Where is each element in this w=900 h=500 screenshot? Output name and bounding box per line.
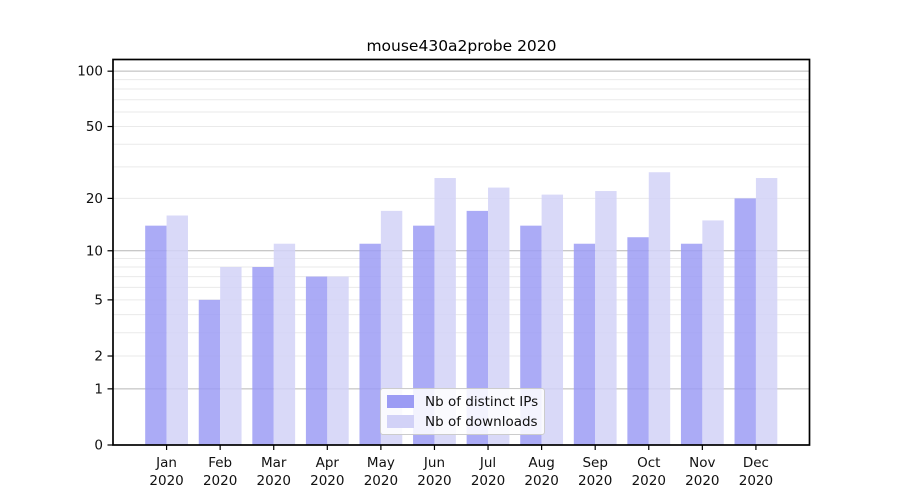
- bar-distinct-ips-nov: [680, 243, 703, 445]
- bar-downloads-mar: [273, 243, 296, 445]
- y-tick-label: 10: [86, 243, 103, 259]
- y-tick-label: 5: [94, 292, 103, 308]
- bar-distinct-ips-oct: [627, 237, 649, 445]
- x-tick-label-month: Oct: [637, 455, 660, 471]
- y-tick-label: 100: [77, 64, 103, 80]
- legend-swatch-distinct-ips: [387, 395, 414, 408]
- bar-downloads-feb: [220, 267, 242, 445]
- bar-downloads-dec: [755, 178, 778, 445]
- bar-distinct-ips-dec: [734, 198, 756, 445]
- x-tick-label-year: 2020: [524, 473, 558, 489]
- bar-distinct-ips-mar: [252, 267, 274, 445]
- x-tick-label-year: 2020: [364, 473, 398, 489]
- x-tick-label-year: 2020: [471, 473, 505, 489]
- x-tick-label-year: 2020: [149, 473, 183, 489]
- y-tick-label: 1: [94, 381, 103, 397]
- legend-row-distinct-ips: Nb of distinct IPs: [387, 394, 538, 410]
- x-tick-label-month: Jan: [155, 455, 177, 471]
- legend-label-downloads: Nb of downloads: [425, 413, 538, 430]
- bar-downloads-may: [380, 210, 403, 445]
- bar-downloads-jan: [166, 215, 188, 445]
- y-tick-label: 20: [86, 191, 103, 207]
- x-tick-label-month: Dec: [743, 455, 769, 471]
- bar-downloads-aug: [541, 194, 564, 445]
- x-tick-label-month: Aug: [528, 455, 554, 471]
- bar-distinct-ips-feb: [198, 299, 221, 445]
- bar-downloads-apr: [327, 276, 349, 445]
- x-tick-label-year: 2020: [417, 473, 451, 489]
- plot-border: [112, 58, 811, 446]
- legend-swatch-downloads: [387, 415, 414, 428]
- x-tick-label-month: Apr: [316, 455, 340, 471]
- bar-distinct-ips-may: [359, 243, 381, 445]
- bar-downloads-oct: [648, 172, 671, 446]
- legend: Nb of distinct IPs Nb of downloads: [380, 388, 545, 435]
- bar-distinct-ips-sep: [573, 243, 596, 445]
- x-tick-label-year: 2020: [203, 473, 237, 489]
- y-tick-label: 50: [86, 119, 103, 135]
- x-tick-label-year: 2020: [739, 473, 773, 489]
- x-tick-label-month: May: [367, 455, 395, 471]
- x-tick-label-month: Jun: [423, 455, 445, 471]
- bar-distinct-ips-jan: [145, 225, 167, 445]
- bar-downloads-sep: [595, 191, 617, 445]
- x-tick-label-year: 2020: [257, 473, 291, 489]
- x-tick-label-year: 2020: [310, 473, 344, 489]
- bar-distinct-ips-jul: [466, 210, 489, 445]
- x-tick-label-year: 2020: [685, 473, 719, 489]
- y-tick-label: 2: [94, 349, 103, 365]
- x-tick-label-month: Mar: [261, 455, 287, 471]
- x-tick-label-month: Nov: [689, 455, 715, 471]
- bar-downloads-nov: [702, 220, 724, 445]
- legend-row-downloads: Nb of downloads: [387, 414, 538, 430]
- y-tick-label: 0: [94, 438, 103, 454]
- x-tick-label-year: 2020: [578, 473, 612, 489]
- bar-distinct-ips-apr: [305, 276, 328, 445]
- legend-label-distinct-ips: Nb of distinct IPs: [425, 393, 539, 410]
- x-tick-label-month: Sep: [582, 455, 607, 471]
- x-tick-label-month: Jul: [479, 455, 496, 471]
- chart-title: mouse430a2probe 2020: [366, 37, 557, 55]
- bar-downloads-jul: [488, 187, 510, 445]
- x-tick-label-month: Feb: [208, 455, 232, 471]
- x-tick-label-year: 2020: [632, 473, 666, 489]
- bar-downloads-jun: [434, 178, 456, 445]
